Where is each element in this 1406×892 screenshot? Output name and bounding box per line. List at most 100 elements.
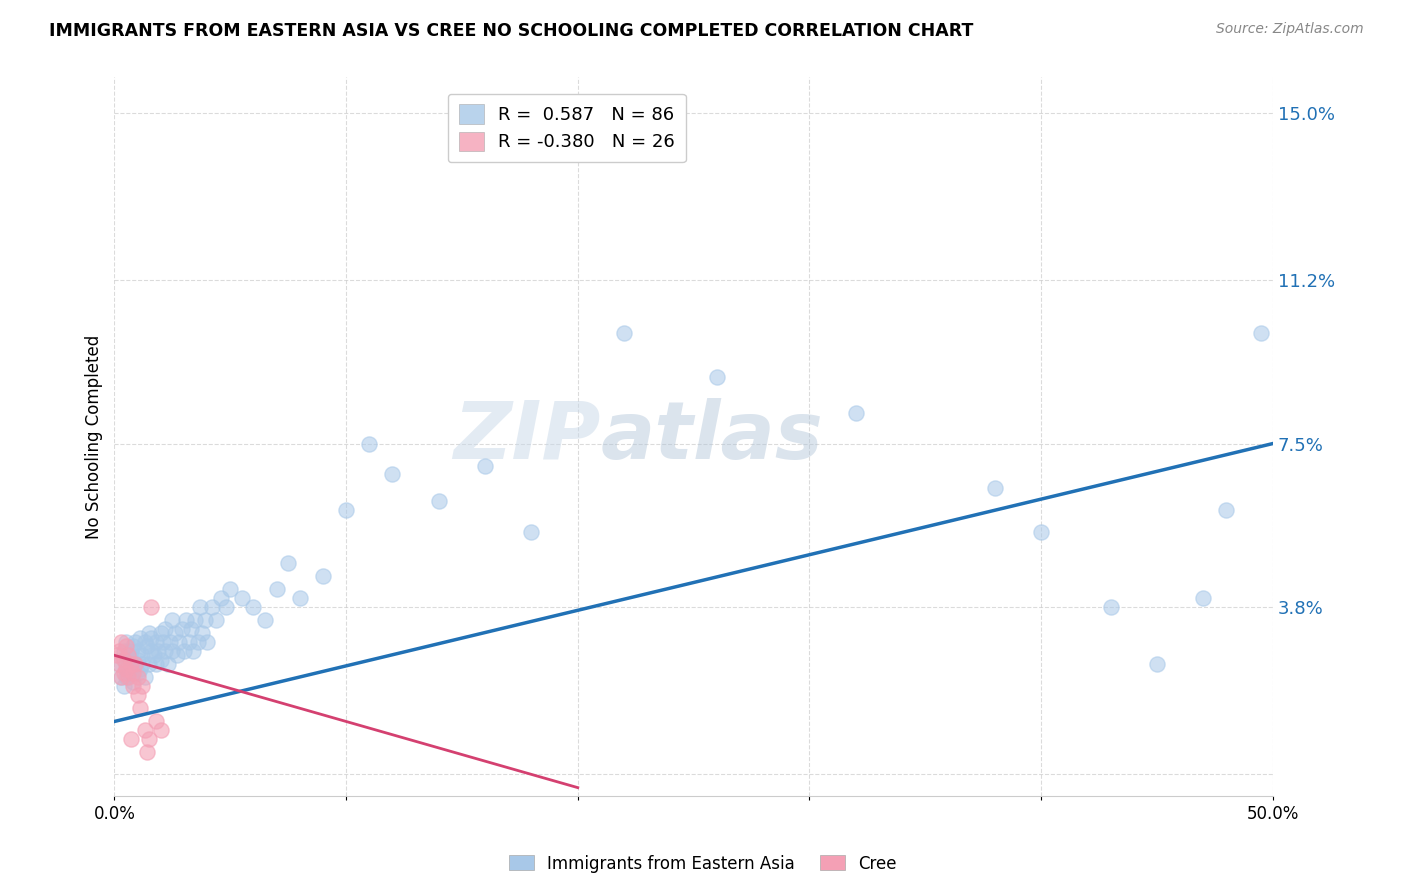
Point [122,640,145,654]
Point [169,635,191,649]
Point [117,648,139,663]
Point [156,657,179,672]
Point [312,569,335,583]
Point [845,406,868,420]
Point [120,653,142,667]
Point [115,635,138,649]
Point [131,648,153,663]
Point [124,657,146,672]
Point [124,635,146,649]
Point [188,599,211,614]
Point [127,644,149,658]
Point [520,524,543,539]
Point [152,635,174,649]
Point [427,494,450,508]
Point [122,674,145,689]
Point [1192,591,1215,605]
Point [1099,599,1122,614]
Point [134,635,156,649]
Point [984,481,1007,495]
Point [162,613,184,627]
Point [177,635,200,649]
Point [105,648,128,663]
Point [135,745,157,759]
Point [381,467,404,482]
Point [120,732,142,747]
Point [174,613,197,627]
Point [253,613,276,627]
Point [112,679,135,693]
Point [120,644,142,658]
Point [127,670,149,684]
Point [141,631,163,645]
Point [266,582,288,596]
Y-axis label: No Schooling Completed: No Schooling Completed [86,334,103,539]
Legend: R =  0.587   N = 86, R = -0.380   N = 26: R = 0.587 N = 86, R = -0.380 N = 26 [447,94,686,162]
Point [117,665,139,680]
Point [613,326,636,341]
Point [128,631,150,645]
Point [148,644,170,658]
Point [112,653,135,667]
Point [277,556,299,570]
Point [115,657,138,672]
Text: IMMIGRANTS FROM EASTERN ASIA VS CREE NO SCHOOLING COMPLETED CORRELATION CHART: IMMIGRANTS FROM EASTERN ASIA VS CREE NO … [49,22,973,40]
Point [219,582,242,596]
Point [214,599,236,614]
Point [187,635,209,649]
Point [162,644,184,658]
Point [474,458,496,473]
Point [288,591,311,605]
Point [110,635,132,649]
Point [335,502,357,516]
Point [242,599,264,614]
Point [115,640,138,654]
Point [108,657,131,672]
Point [122,665,145,680]
Point [115,661,138,675]
Point [209,591,232,605]
Point [112,644,135,658]
Point [131,679,153,693]
Legend: Immigrants from Eastern Asia, Cree: Immigrants from Eastern Asia, Cree [502,848,904,880]
Point [145,635,167,649]
Point [108,644,131,658]
Point [706,370,728,384]
Point [145,714,167,729]
Point [117,648,139,663]
Point [194,613,217,627]
Point [184,613,207,627]
Point [155,622,177,636]
Point [115,670,138,684]
Point [135,640,157,654]
Point [1029,524,1052,539]
Point [201,599,224,614]
Text: atlas: atlas [600,398,824,476]
Point [128,661,150,675]
Point [191,626,214,640]
Point [127,665,149,680]
Point [110,670,132,684]
Point [127,688,149,702]
Point [141,644,163,658]
Point [110,670,132,684]
Point [149,723,172,738]
Point [120,657,142,672]
Point [181,644,204,658]
Point [170,622,193,636]
Point [128,701,150,715]
Point [149,626,172,640]
Point [138,626,160,640]
Point [145,657,167,672]
Point [166,648,188,663]
Point [163,626,186,640]
Point [112,665,135,680]
Point [205,613,228,627]
Point [138,657,160,672]
Point [231,591,253,605]
Text: Source: ZipAtlas.com: Source: ZipAtlas.com [1216,22,1364,37]
Point [117,670,139,684]
Point [1250,326,1272,341]
Point [173,644,195,658]
Point [159,635,181,649]
